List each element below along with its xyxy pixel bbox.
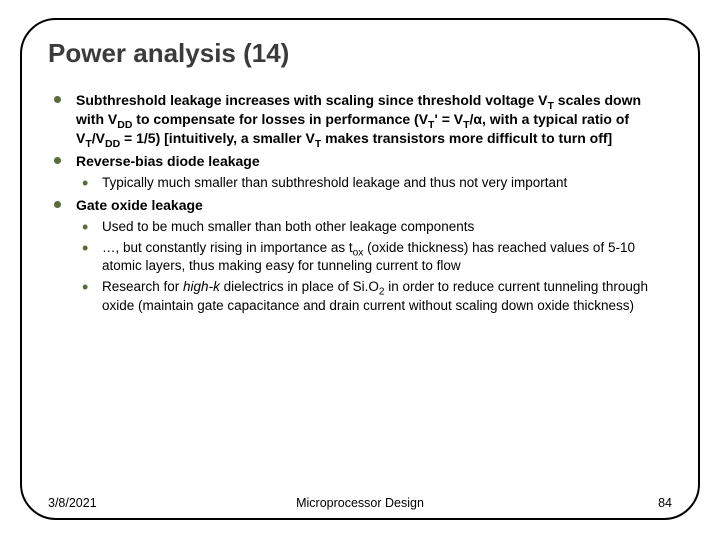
sub-bullet-item: …, but constantly rising in importance a… xyxy=(76,239,672,275)
bullet-text: Gate oxide leakage xyxy=(76,197,203,213)
bullet-item: Subthreshold leakage increases with scal… xyxy=(48,91,672,148)
bullet-item: Gate oxide leakage Used to be much smalle… xyxy=(48,196,672,315)
footer-center: Microprocessor Design xyxy=(296,496,424,510)
sub-bullet-item: Used to be much smaller than both other … xyxy=(76,218,672,236)
sub-bullet-item: Research for high-k dielectrics in place… xyxy=(76,278,672,314)
sub-bullet-list: Used to be much smaller than both other … xyxy=(76,218,672,315)
sub-bullet-list: Typically much smaller than subthreshold… xyxy=(76,174,672,192)
slide-footer: 3/8/2021 Microprocessor Design 84 xyxy=(48,496,672,510)
footer-date: 3/8/2021 xyxy=(48,496,97,510)
bullet-text: Subthreshold leakage increases with scal… xyxy=(76,92,641,146)
bullet-list: Subthreshold leakage increases with scal… xyxy=(48,91,672,315)
slide-title: Power analysis (14) xyxy=(48,38,672,69)
footer-page: 84 xyxy=(658,496,672,510)
bullet-item: Reverse-bias diode leakage Typically much… xyxy=(48,152,672,192)
sub-bullet-item: Typically much smaller than subthreshold… xyxy=(76,174,672,192)
slide-content: Power analysis (14) Subthreshold leakage… xyxy=(48,38,672,490)
bullet-text: Reverse-bias diode leakage xyxy=(76,153,260,169)
